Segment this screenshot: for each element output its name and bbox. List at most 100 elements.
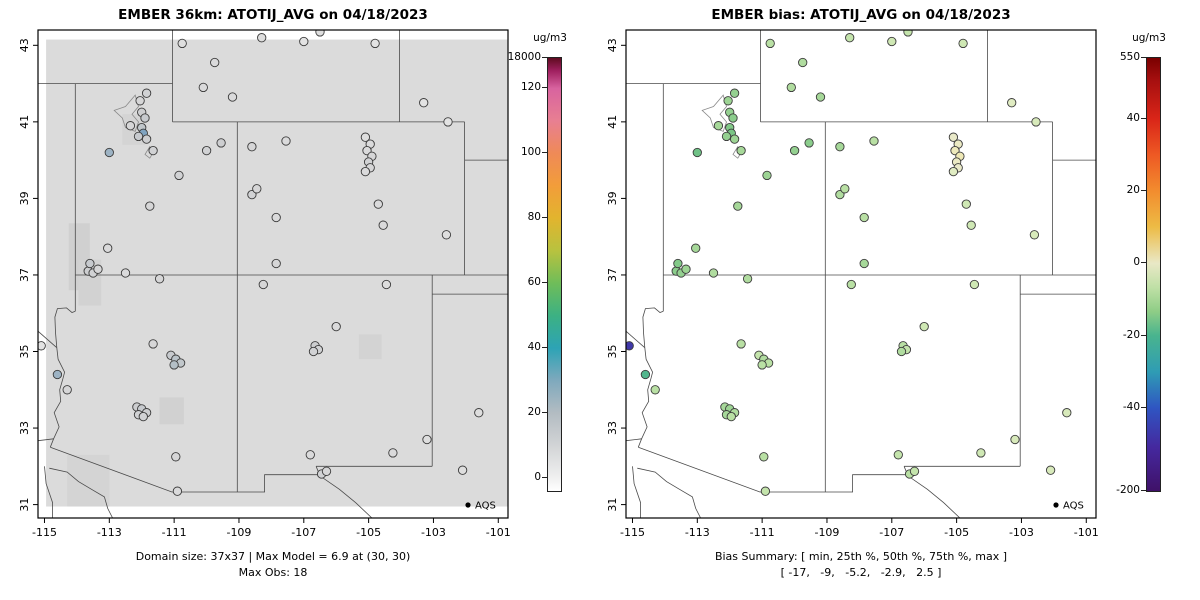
colorbar-tick-label: 20 [1126, 183, 1140, 196]
model-map-panel: EMBER 36km: ATOTIJ_AVG on 04/18/2023 -11… [18, 7, 511, 579]
station-point [815, 92, 826, 102]
y-tick-label: 31 [606, 498, 619, 512]
station-point [726, 411, 736, 422]
station-point [258, 279, 268, 290]
station-point [441, 230, 452, 240]
y-tick-label: 39 [18, 191, 31, 205]
colorbar-tick-label: 120 [520, 81, 541, 94]
state-border-line [54, 307, 76, 348]
station-point [786, 82, 796, 93]
station-point [171, 452, 181, 462]
y-tick-label: 39 [606, 191, 619, 205]
station-point [93, 264, 103, 274]
model-plot-area: -115 -113 -111 -109 -107 -105 -103 -101 31 33 35 37… [18, 29, 511, 539]
station-point [760, 486, 771, 496]
map-layers [626, 30, 1096, 518]
station-point [378, 220, 388, 230]
aqs-legend-dot [465, 502, 471, 508]
station-point [141, 134, 152, 144]
station-point [120, 268, 131, 278]
x-tick-label: -105 [356, 526, 381, 539]
bias-plot-area: -115 -113 -111 -109 -107 -105 -103 -101 31 33 35 37… [606, 29, 1099, 539]
station-point [271, 258, 281, 269]
station-point [381, 279, 392, 290]
colorbar-tick-label: 60 [527, 276, 541, 289]
station-point [321, 466, 332, 476]
x-tick-label: -105 [944, 526, 969, 539]
station-point [692, 147, 702, 158]
x-tick-label: -111 [162, 526, 187, 539]
station-point [331, 321, 341, 332]
station-point [733, 201, 743, 211]
model-colorbar: ug/m3 18000 120 100 80 60 40 20 0 [501, 0, 571, 600]
station-point [125, 121, 136, 131]
station-point [1062, 408, 1072, 418]
state-border-line [642, 307, 664, 348]
station-point [798, 57, 808, 68]
station-point [315, 30, 325, 37]
station-point [141, 88, 152, 98]
state-border-line [626, 438, 642, 442]
station-point [1010, 434, 1020, 445]
station-point [145, 201, 155, 211]
plot-box [625, 29, 1097, 519]
station-point [474, 408, 484, 418]
station-point [958, 38, 968, 49]
x-tick-label: -109 [226, 526, 251, 539]
station-point [373, 199, 383, 209]
colorbar-tick-label: 80 [527, 211, 541, 224]
colorbar-tick-label: -20 [1122, 328, 1140, 341]
station-point [370, 38, 380, 49]
station-point [691, 243, 701, 253]
state-border-line [49, 347, 66, 448]
station-point [138, 411, 148, 422]
x-tick-label: -103 [421, 526, 446, 539]
x-tick-label: -107 [291, 526, 316, 539]
station-point [62, 385, 72, 395]
station-point [742, 274, 753, 284]
y-tick-label: 31 [18, 498, 31, 512]
y-tick-label: 41 [606, 115, 619, 129]
station-point [681, 264, 691, 274]
colorbar-tick-label: 0 [1133, 256, 1140, 269]
station-point [457, 465, 468, 475]
station-point [673, 258, 683, 269]
station-point [759, 452, 769, 462]
station-point [210, 57, 220, 68]
station-point [729, 134, 740, 144]
station-point [177, 38, 187, 49]
y-tick-label: 41 [18, 115, 31, 129]
station-point [52, 369, 63, 380]
station-point [1031, 117, 1041, 127]
aqs-legend-label: AQS [475, 501, 496, 512]
colorbar-tick-mark [542, 347, 547, 349]
state-border-line [632, 466, 641, 518]
station-point [281, 136, 291, 146]
state-border-line [38, 438, 54, 442]
station-point [216, 138, 226, 148]
colorbar-tick-label: -200 [1116, 484, 1140, 496]
station-point [360, 132, 371, 142]
station-point [736, 145, 746, 156]
station-point [789, 145, 800, 156]
station-point [765, 38, 775, 49]
x-tick-label: -115 [620, 526, 645, 539]
station-point [252, 184, 262, 194]
bias-colorbar-unit-label: ug/m3 [1132, 32, 1166, 44]
y-tick-label: 43 [18, 38, 31, 52]
y-tick-label: 37 [606, 268, 619, 282]
state-border-line [38, 330, 58, 349]
station-point [1029, 230, 1040, 240]
station-point [172, 486, 183, 496]
station-point [976, 448, 986, 458]
station-point [169, 360, 179, 370]
x-tick-label: -109 [814, 526, 839, 539]
bias-colorbar: ug/m3 550 40 20 0 -20 -40 -200 [1100, 0, 1170, 600]
bias-map-panel: EMBER bias: ATOTIJ_AVG on 04/18/2023 -11… [606, 7, 1099, 579]
x-tick-label: -113 [685, 526, 710, 539]
map-layers [38, 30, 508, 518]
state-border-line [626, 330, 646, 349]
x-tick-label: -103 [1009, 526, 1034, 539]
station-point [305, 450, 315, 460]
